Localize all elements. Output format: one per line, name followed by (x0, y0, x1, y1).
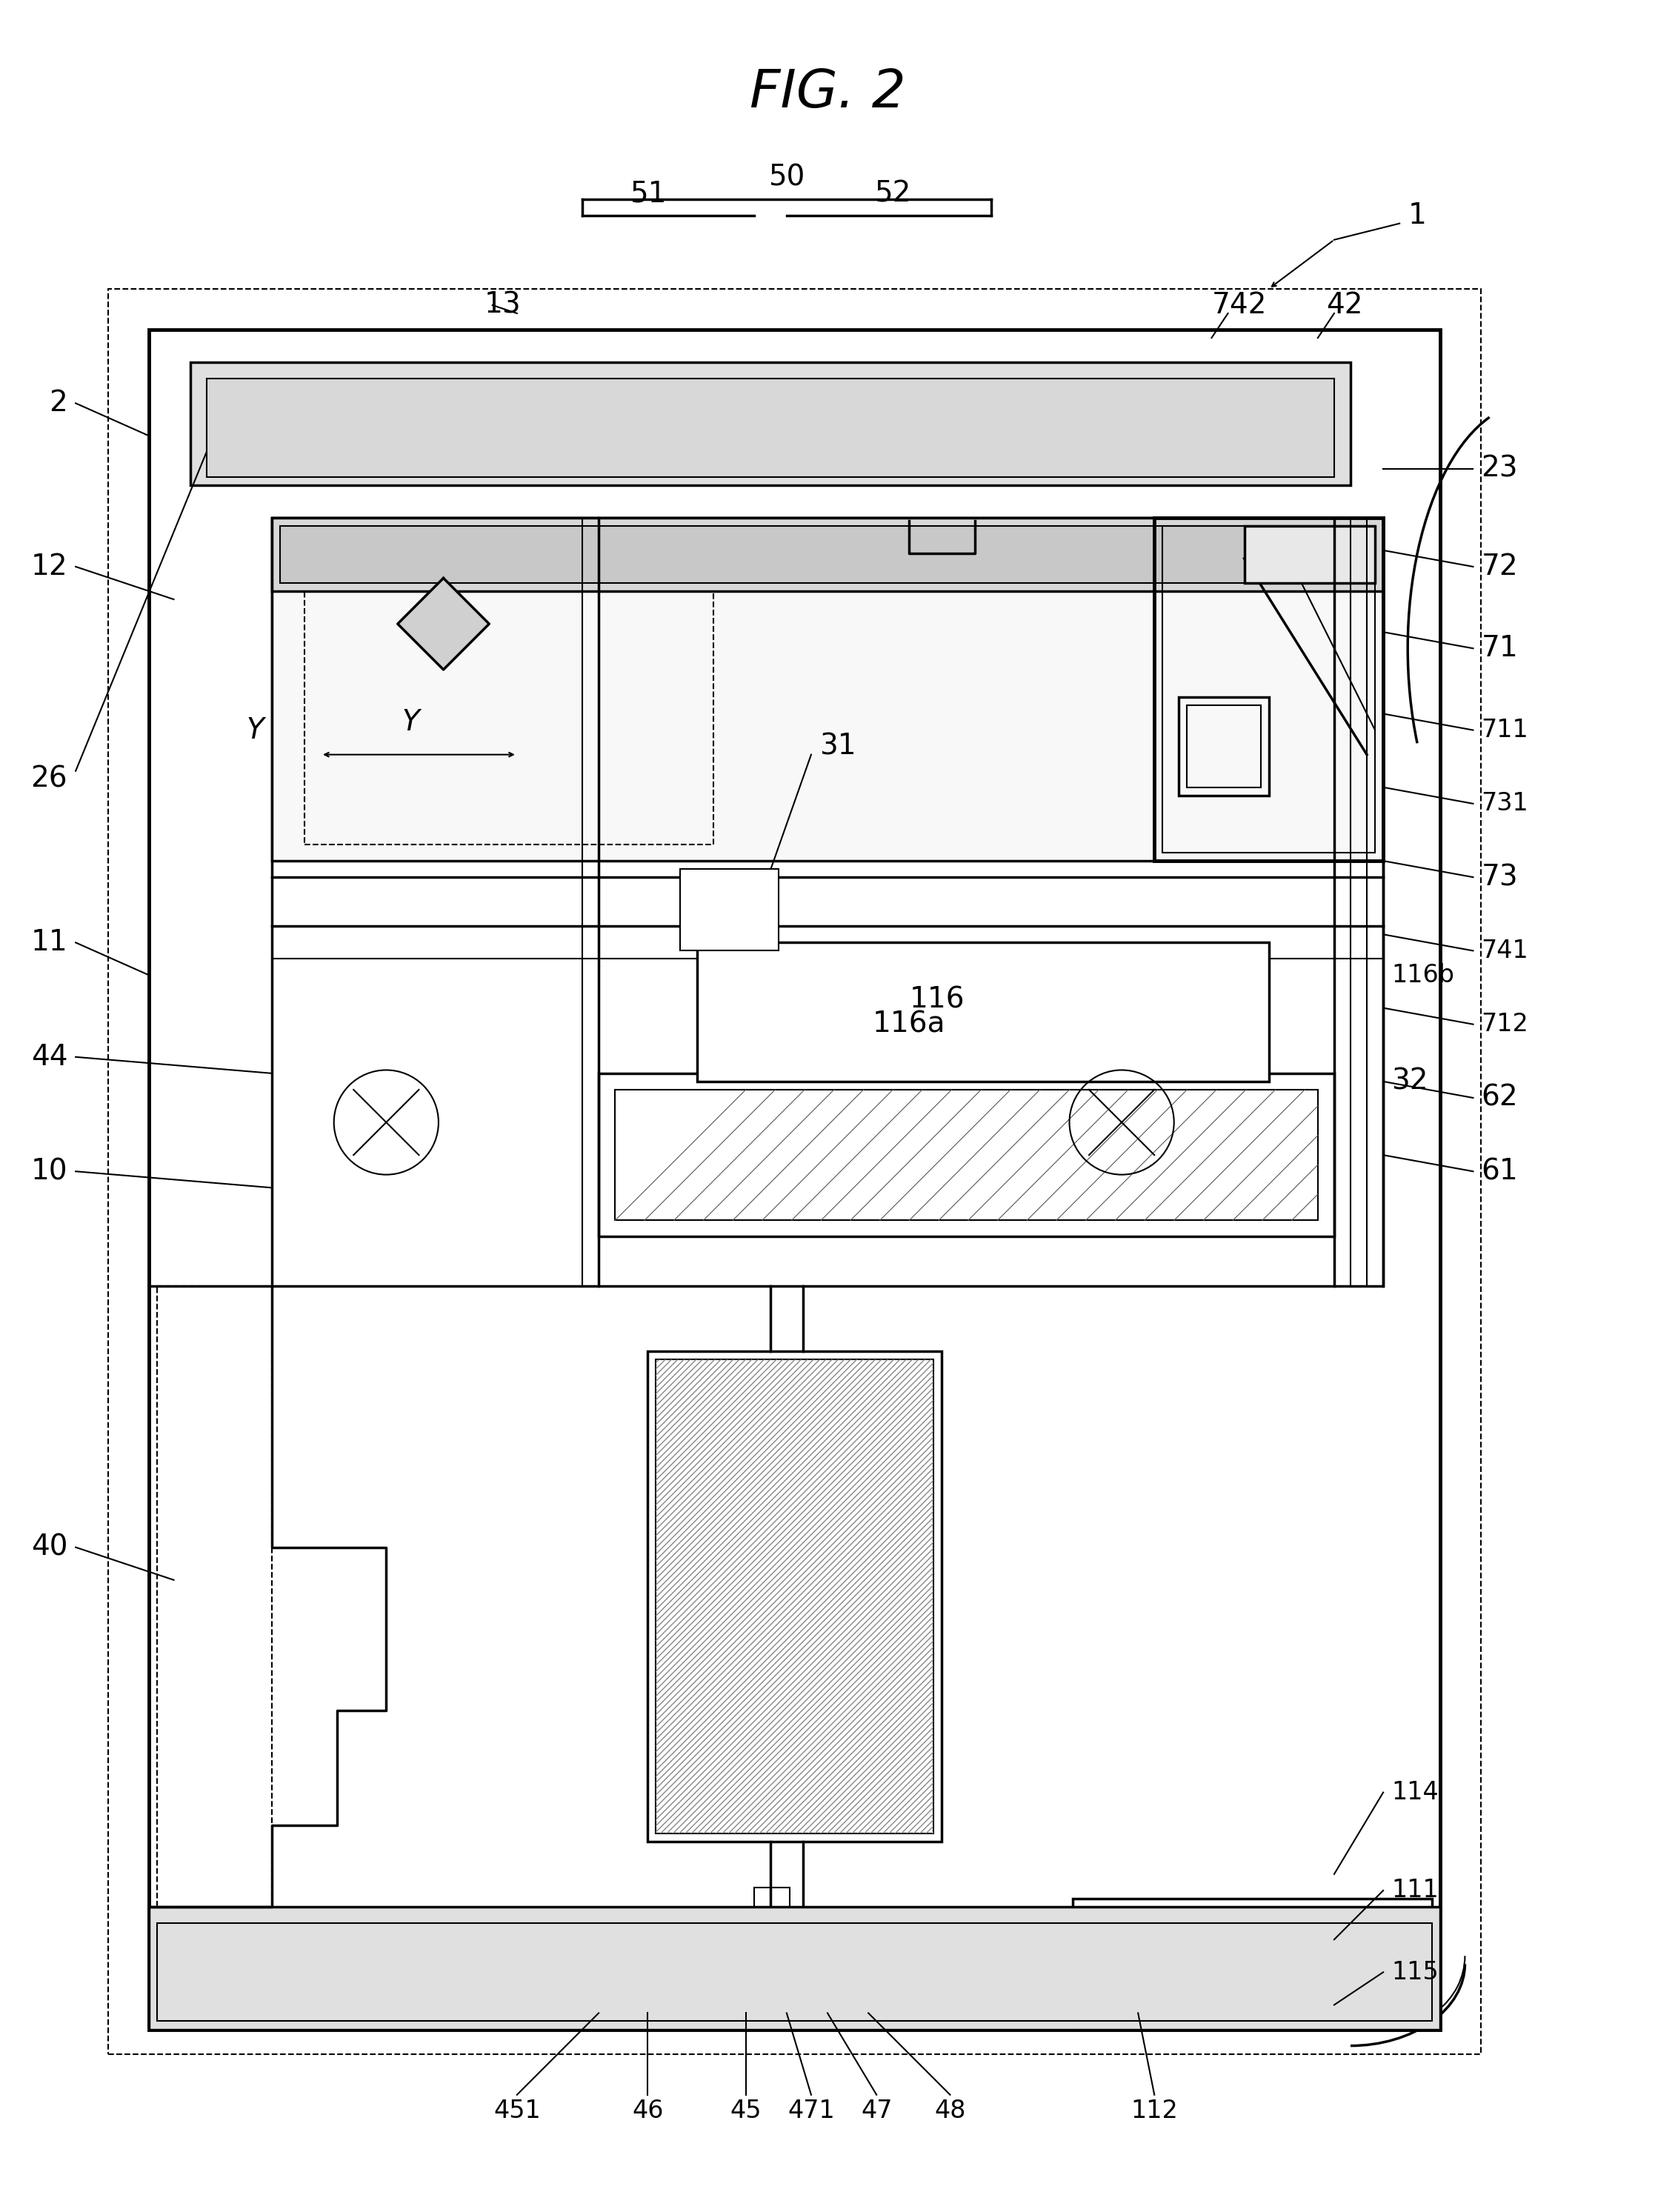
Text: 48: 48 (935, 2099, 967, 2124)
Bar (157, 1922, 1432, 2022)
Text: 111: 111 (1392, 1878, 1438, 1902)
Bar (271, 518, 1384, 1285)
Text: 51: 51 (629, 179, 665, 208)
Bar (1178, 697, 1269, 796)
Text: 47: 47 (861, 2099, 892, 2124)
Bar (108, 290, 1481, 2055)
Text: Y: Y (247, 717, 265, 743)
Text: 73: 73 (1481, 863, 1518, 891)
Text: Y: Y (402, 708, 419, 737)
Text: 116: 116 (909, 987, 965, 1013)
Text: 31: 31 (819, 732, 856, 761)
Text: 741: 741 (1481, 938, 1529, 962)
Text: 11: 11 (31, 929, 68, 956)
Bar (755, 1960, 789, 1997)
Text: 115: 115 (1392, 1960, 1438, 1984)
Bar (305, 551, 713, 845)
Bar (680, 869, 778, 951)
Bar (616, 1091, 1317, 1221)
Bar (655, 1360, 933, 1834)
Text: 45: 45 (730, 2099, 761, 2124)
Bar (1162, 526, 1375, 852)
Text: 731: 731 (1481, 792, 1529, 816)
Text: 71: 71 (1481, 635, 1518, 661)
Text: 116a: 116a (872, 1011, 945, 1037)
Text: 32: 32 (1392, 1068, 1428, 1095)
Text: 46: 46 (632, 2099, 664, 2124)
Text: 10: 10 (31, 1157, 68, 1186)
Bar (1245, 526, 1375, 584)
Text: 114: 114 (1392, 1781, 1438, 1805)
Bar (655, 1360, 933, 1834)
Bar (280, 526, 1375, 584)
Bar (599, 1073, 1334, 1237)
Bar (271, 518, 1384, 591)
Text: FIG. 2: FIG. 2 (750, 66, 905, 117)
Text: 62: 62 (1481, 1084, 1518, 1113)
Text: 711: 711 (1481, 719, 1529, 743)
Bar (149, 330, 1440, 2028)
Polygon shape (397, 577, 490, 670)
Text: 72: 72 (1481, 553, 1518, 582)
Text: 44: 44 (31, 1042, 68, 1071)
Text: 26: 26 (31, 765, 68, 794)
Text: 112: 112 (1130, 2099, 1178, 2124)
Text: 116b: 116b (1392, 962, 1455, 987)
Text: 61: 61 (1481, 1157, 1518, 1186)
Text: 23: 23 (1481, 453, 1518, 482)
Bar (697, 942, 1269, 1082)
Text: 471: 471 (788, 2099, 834, 2124)
Text: 742: 742 (1211, 292, 1266, 319)
Bar (207, 378, 1334, 478)
Text: 712: 712 (1481, 1013, 1529, 1037)
Bar (1187, 706, 1261, 787)
Bar (149, 1907, 1440, 2028)
Bar (190, 363, 1350, 484)
Bar (755, 1887, 789, 1922)
Text: 451: 451 (493, 2099, 541, 2124)
Bar (271, 518, 1384, 860)
Text: 42: 42 (1326, 292, 1362, 319)
Text: 1: 1 (1408, 201, 1427, 230)
Bar (647, 1352, 942, 1840)
Bar (1155, 518, 1384, 860)
Text: 40: 40 (31, 1533, 68, 1562)
Text: 13: 13 (485, 292, 521, 319)
Text: 50: 50 (768, 164, 804, 192)
Text: 12: 12 (31, 553, 68, 582)
Text: 2: 2 (50, 389, 68, 418)
Bar (1072, 1898, 1432, 2028)
Text: 52: 52 (874, 179, 912, 208)
